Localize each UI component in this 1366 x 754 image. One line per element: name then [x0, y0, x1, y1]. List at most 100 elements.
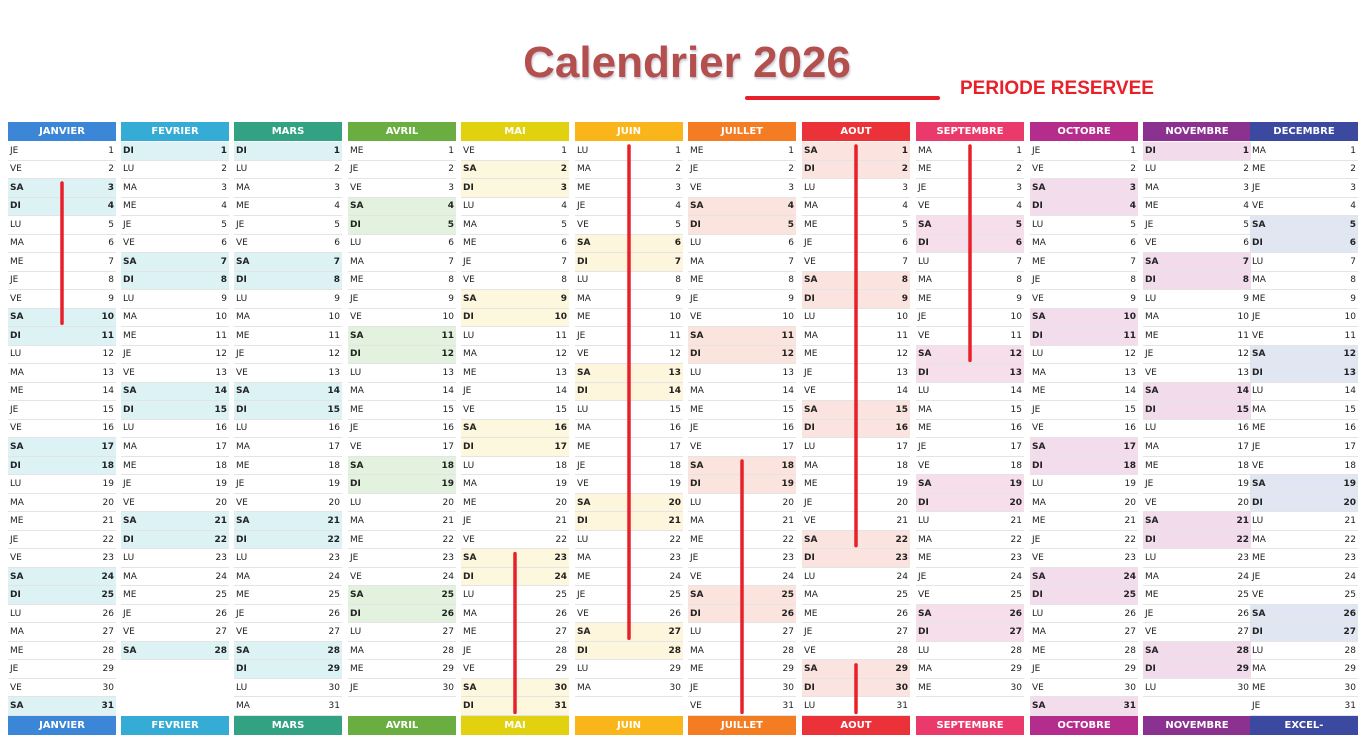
day-cell[interactable]: LU 31 — [802, 697, 910, 716]
day-cell[interactable]: LU 13 — [348, 364, 456, 383]
day-cell[interactable]: JE 29 — [1030, 660, 1138, 679]
day-cell[interactable]: SA 16 — [461, 419, 569, 439]
day-cell[interactable]: MA 19 — [461, 475, 569, 494]
day-cell[interactable]: LU 16 — [234, 420, 342, 439]
day-cell[interactable]: JE 7 — [461, 253, 569, 272]
day-cell[interactable]: JE 26 — [234, 605, 342, 624]
day-cell[interactable]: VE 16 — [1030, 420, 1138, 439]
day-cell[interactable]: SA 4 — [348, 197, 456, 217]
day-cell[interactable]: LU 14 — [916, 383, 1024, 402]
day-cell[interactable]: SA 9 — [461, 290, 569, 309]
day-cell[interactable]: ME 2 — [1250, 161, 1358, 180]
day-cell[interactable]: JE 5 — [121, 216, 229, 235]
day-cell[interactable]: VE 16 — [8, 420, 116, 439]
day-cell[interactable]: JE 24 — [1250, 568, 1358, 587]
day-cell[interactable]: JE 5 — [234, 216, 342, 235]
day-cell[interactable]: MA 20 — [1030, 494, 1138, 513]
day-cell[interactable]: JE 10 — [1250, 309, 1358, 328]
day-cell[interactable]: SA 24 — [1030, 567, 1138, 587]
day-cell[interactable]: ME 30 — [916, 679, 1024, 698]
day-cell[interactable]: LU 29 — [575, 660, 683, 679]
day-cell[interactable]: LU 26 — [8, 605, 116, 624]
day-cell[interactable]: LU 20 — [348, 494, 456, 513]
day-cell[interactable]: LU 16 — [1143, 420, 1251, 439]
day-cell[interactable]: VE 11 — [1250, 327, 1358, 346]
day-cell[interactable]: JE 19 — [1143, 475, 1251, 494]
day-cell[interactable]: MA 24 — [1143, 568, 1251, 587]
day-cell[interactable]: VE 20 — [1143, 494, 1251, 513]
day-cell[interactable]: ME 20 — [461, 494, 569, 513]
day-cell[interactable]: SA 28 — [1143, 641, 1251, 661]
day-cell[interactable]: VE 13 — [121, 364, 229, 383]
day-cell[interactable]: VE 15 — [461, 401, 569, 420]
day-cell[interactable]: DI 1 — [121, 142, 229, 161]
day-cell[interactable]: LU 16 — [121, 420, 229, 439]
day-cell[interactable]: JE 22 — [1030, 531, 1138, 550]
day-cell[interactable]: JE 26 — [121, 605, 229, 624]
day-cell[interactable]: SA 26 — [1250, 604, 1358, 624]
day-cell[interactable]: SA 28 — [121, 641, 229, 661]
day-cell[interactable]: SA 28 — [234, 641, 342, 661]
day-cell[interactable]: MA 14 — [348, 383, 456, 402]
day-cell[interactable]: LU 2 — [234, 161, 342, 180]
day-cell[interactable]: DI 26 — [348, 604, 456, 624]
day-cell[interactable]: VE 25 — [1250, 586, 1358, 605]
day-cell[interactable]: MA 27 — [8, 623, 116, 642]
day-cell[interactable]: JE 1 — [8, 142, 116, 161]
day-cell[interactable]: SA 21 — [234, 512, 342, 531]
day-cell[interactable]: DI 6 — [1250, 234, 1358, 254]
day-cell[interactable]: ME 9 — [1250, 290, 1358, 309]
day-cell[interactable]: DI 13 — [916, 364, 1024, 383]
day-cell[interactable]: MA 22 — [916, 531, 1024, 550]
day-cell[interactable]: ME 28 — [1030, 642, 1138, 661]
day-cell[interactable]: SA 7 — [121, 253, 229, 272]
day-cell[interactable]: MA 24 — [121, 568, 229, 587]
day-cell[interactable]: JE 12 — [1143, 346, 1251, 365]
day-cell[interactable]: MA 5 — [461, 216, 569, 235]
day-cell[interactable]: LU 4 — [461, 198, 569, 217]
day-cell[interactable]: ME 14 — [1030, 383, 1138, 402]
day-cell[interactable]: DI 10 — [461, 308, 569, 328]
day-cell[interactable]: SA 10 — [1030, 308, 1138, 328]
day-cell[interactable]: DI 15 — [121, 401, 229, 420]
day-cell[interactable]: MA 21 — [348, 512, 456, 531]
day-cell[interactable]: DI 4 — [1030, 197, 1138, 217]
day-cell[interactable]: MA 13 — [8, 364, 116, 383]
day-cell[interactable]: JE 29 — [8, 660, 116, 679]
day-cell[interactable]: JE 5 — [1143, 216, 1251, 235]
day-cell[interactable]: JE 21 — [461, 512, 569, 531]
day-cell[interactable]: VE 6 — [234, 235, 342, 254]
day-cell[interactable]: ME 28 — [8, 642, 116, 661]
day-cell[interactable]: ME 15 — [688, 401, 796, 420]
day-cell[interactable]: DI 27 — [916, 623, 1024, 642]
day-cell[interactable]: SA 11 — [348, 327, 456, 346]
day-cell[interactable]: VE 18 — [916, 457, 1024, 476]
day-cell[interactable]: JE 17 — [1250, 438, 1358, 457]
day-cell[interactable]: MA 6 — [1030, 235, 1138, 254]
day-cell[interactable]: DI 28 — [575, 641, 683, 661]
day-cell[interactable]: JE 12 — [121, 346, 229, 365]
day-cell[interactable]: MA 27 — [1030, 623, 1138, 642]
day-cell[interactable]: DI 12 — [688, 345, 796, 365]
day-cell[interactable]: MA 7 — [348, 253, 456, 272]
day-cell[interactable]: DI 11 — [8, 327, 116, 346]
day-cell[interactable]: JE 15 — [1030, 401, 1138, 420]
day-cell[interactable]: VE 23 — [1030, 549, 1138, 568]
day-cell[interactable]: MA 14 — [688, 383, 796, 402]
day-cell[interactable]: MA 22 — [1250, 531, 1358, 550]
day-cell[interactable]: SA 14 — [234, 382, 342, 402]
day-cell[interactable]: ME 8 — [348, 272, 456, 291]
day-cell[interactable]: ME 22 — [348, 531, 456, 550]
day-cell[interactable]: ME 30 — [1250, 679, 1358, 698]
day-cell[interactable]: DI 17 — [461, 438, 569, 457]
day-cell[interactable]: JE 9 — [688, 290, 796, 309]
day-cell[interactable]: SA 17 — [8, 438, 116, 457]
day-cell[interactable]: JE 16 — [688, 420, 796, 439]
day-cell[interactable]: JE 9 — [348, 290, 456, 309]
day-cell[interactable]: DI 8 — [1143, 271, 1251, 291]
day-cell[interactable]: LU 27 — [348, 623, 456, 642]
day-cell[interactable]: ME 18 — [1143, 457, 1251, 476]
day-cell[interactable]: DI 13 — [1250, 364, 1358, 383]
day-cell[interactable]: JE 31 — [1250, 697, 1358, 716]
day-cell[interactable]: SA 21 — [1143, 512, 1251, 531]
